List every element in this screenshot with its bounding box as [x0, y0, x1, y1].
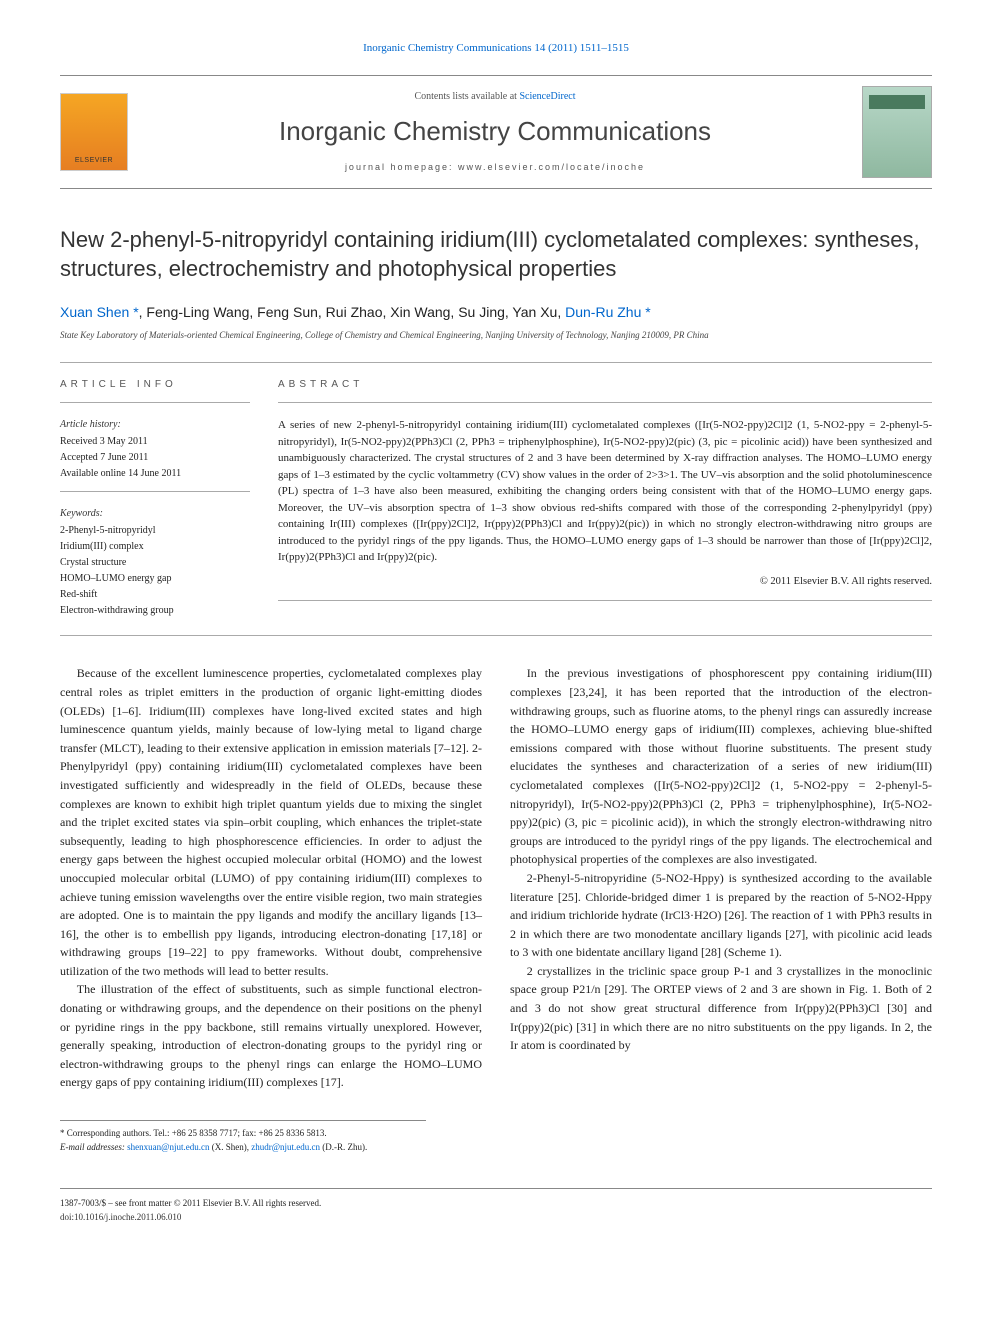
body-text: Because of the excellent luminescence pr… [60, 664, 932, 1092]
email-link[interactable]: shenxuan@njut.edu.cn [127, 1142, 209, 1152]
doi: doi:10.1016/j.inoche.2011.06.010 [60, 1211, 321, 1225]
divider [278, 402, 932, 403]
body-paragraph: 2-Phenyl-5-nitropyridine (5-NO2-Hppy) is… [510, 869, 932, 962]
journal-homepage: journal homepage: www.elsevier.com/locat… [146, 161, 844, 175]
divider [60, 362, 932, 363]
body-paragraph: The illustration of the effect of substi… [60, 980, 482, 1092]
authors: Xuan Shen *, Feng-Ling Wang, Feng Sun, R… [60, 302, 932, 323]
article-info-head: ARTICLE INFO [60, 377, 250, 392]
elsevier-logo-icon [60, 93, 128, 171]
email-link[interactable]: zhudr@njut.edu.cn [251, 1142, 320, 1152]
divider [60, 402, 250, 403]
history-online: Available online 14 June 2011 [60, 466, 250, 481]
masthead-center: Contents lists available at ScienceDirec… [146, 89, 844, 175]
author-link[interactable]: Xuan Shen [60, 304, 129, 320]
contents-prefix: Contents lists available at [414, 91, 519, 102]
abstract-head: ABSTRACT [278, 377, 932, 392]
contents-line: Contents lists available at ScienceDirec… [146, 89, 844, 104]
body-paragraph: 2 crystallizes in the triclinic space gr… [510, 962, 932, 1055]
email-who: (D.-R. Zhu). [320, 1142, 367, 1152]
masthead: Contents lists available at ScienceDirec… [60, 75, 932, 189]
affiliation: State Key Laboratory of Materials-orient… [60, 329, 932, 343]
top-citation: Inorganic Chemistry Communications 14 (2… [60, 40, 932, 57]
keyword: Iridium(III) complex [60, 539, 250, 554]
sciencedirect-link[interactable]: ScienceDirect [519, 91, 575, 102]
email-label: E-mail addresses: [60, 1142, 125, 1152]
history-accepted: Accepted 7 June 2011 [60, 450, 250, 465]
body-paragraph: In the previous investigations of phosph… [510, 664, 932, 869]
corresp-star-icon: * [60, 1128, 65, 1138]
divider [278, 600, 932, 601]
article-info: ARTICLE INFO Article history: Received 3… [60, 377, 250, 619]
divider [60, 635, 932, 636]
email-who: (X. Shen), [209, 1142, 251, 1152]
history-label: Article history: [60, 417, 250, 432]
copyright: © 2011 Elsevier B.V. All rights reserved… [278, 574, 932, 590]
journal-name: Inorganic Chemistry Communications [146, 112, 844, 151]
divider [60, 491, 250, 492]
page-footer: 1387-7003/$ – see front matter © 2011 El… [60, 1188, 932, 1224]
abstract-block: ABSTRACT A series of new 2-phenyl-5-nitr… [278, 377, 932, 619]
article-title: New 2-phenyl-5-nitropyridyl containing i… [60, 225, 932, 284]
keyword: HOMO–LUMO energy gap [60, 571, 250, 586]
keyword: 2-Phenyl-5-nitropyridyl [60, 523, 250, 538]
info-abstract-row: ARTICLE INFO Article history: Received 3… [60, 377, 932, 619]
top-citation-link[interactable]: Inorganic Chemistry Communications 14 (2… [363, 42, 629, 54]
keyword: Crystal structure [60, 555, 250, 570]
history-received: Received 3 May 2011 [60, 434, 250, 449]
front-matter: 1387-7003/$ – see front matter © 2011 El… [60, 1197, 321, 1211]
cover-thumbnail-icon [862, 86, 932, 178]
abstract-text: A series of new 2-phenyl-5-nitropyridyl … [278, 417, 932, 566]
footnote: * Corresponding authors. Tel.: +86 25 83… [60, 1120, 426, 1154]
author-link[interactable]: Dun-Ru Zhu [565, 304, 641, 320]
body-paragraph: Because of the excellent luminescence pr… [60, 664, 482, 980]
keyword: Electron-withdrawing group [60, 603, 250, 618]
corresp-star-icon[interactable]: * [645, 304, 650, 320]
corresp-star-icon[interactable]: * [133, 304, 138, 320]
corresp-text: Corresponding authors. Tel.: +86 25 8358… [67, 1128, 327, 1138]
keywords-label: Keywords: [60, 506, 250, 521]
keyword: Red-shift [60, 587, 250, 602]
